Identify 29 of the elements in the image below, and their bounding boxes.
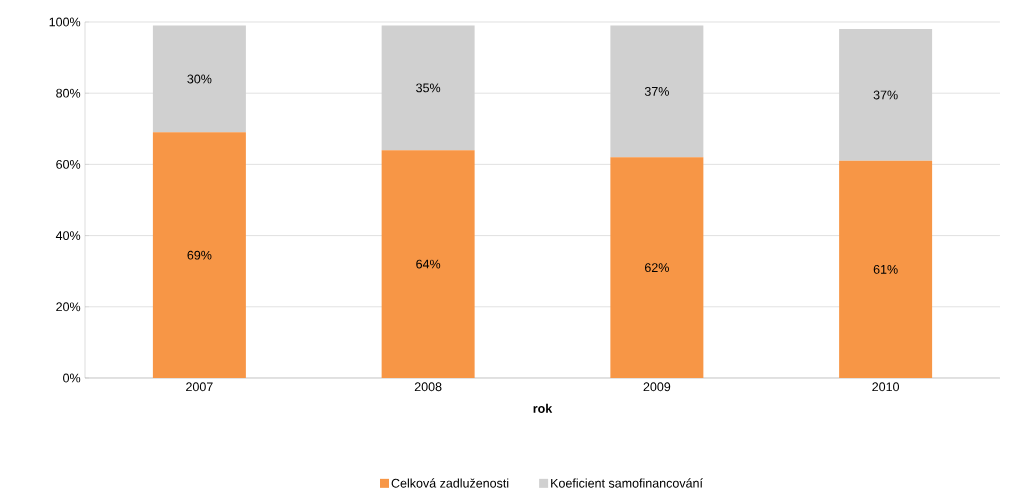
bar [839, 160, 933, 378]
legend-label: Celková zadluženosti [391, 478, 509, 488]
bar [152, 132, 246, 378]
bar [381, 150, 475, 378]
bar [610, 157, 704, 378]
bar [839, 29, 933, 161]
data-label: 30% [187, 74, 212, 84]
bar [152, 25, 246, 133]
y-tick-label: 20% [56, 302, 81, 312]
data-label: 37% [644, 86, 669, 96]
bar [610, 25, 704, 158]
x-tick-label: 2008 [414, 382, 442, 392]
x-tick-label: 2010 [872, 382, 900, 392]
data-label: 62% [644, 263, 669, 273]
y-tick-label: 100% [49, 17, 81, 27]
y-tick-label: 80% [56, 88, 81, 98]
data-label: 61% [873, 264, 898, 274]
x-tick-label: 2007 [186, 382, 213, 392]
x-tick-label: 2009 [643, 382, 671, 392]
data-label: 35% [416, 83, 441, 93]
bar [381, 25, 475, 151]
legend-label: Koeficient samofinancování [551, 478, 703, 488]
data-label: 69% [187, 250, 212, 260]
y-tick-label: 0% [63, 373, 81, 383]
x-axis-title: rok [533, 403, 553, 413]
y-tick-label: 60% [56, 159, 81, 169]
y-tick-label: 40% [55, 231, 81, 241]
data-label: 37% [873, 90, 898, 100]
data-label: 64% [416, 259, 441, 269]
